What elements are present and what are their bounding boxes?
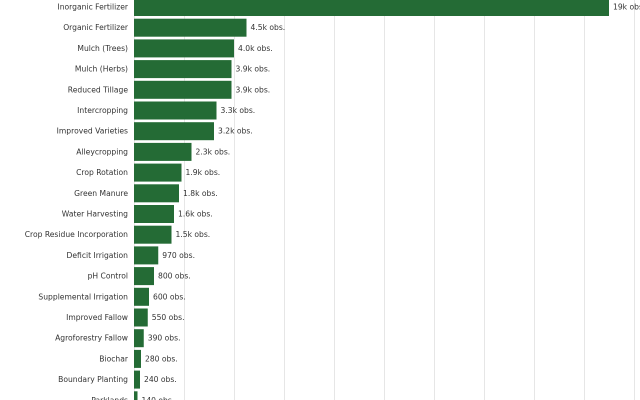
bar [134,225,172,244]
category-label: Inorganic Fertilizer [57,3,128,12]
bar [134,329,144,348]
data-label: 140 obs. [142,396,175,400]
data-label: 1.6k obs. [178,210,213,219]
category-label: Mulch (Trees) [77,44,128,53]
category-label: Supplemental Irrigation [38,292,128,301]
data-label: 280 obs. [145,354,178,363]
data-label: 1.8k obs. [183,189,218,198]
category-label: Organic Fertilizer [63,23,129,32]
bar-layer [134,0,609,400]
bar [134,101,217,120]
bar [134,80,232,99]
bar [134,267,154,286]
data-label: 550 obs. [152,313,185,322]
category-label: Alleycropping [76,147,128,156]
category-label: Intercropping [77,106,128,115]
category-label: Reduced Tillage [68,85,129,94]
bar [134,0,609,16]
category-label: Biochar [99,354,129,363]
bar [134,122,214,141]
bar [134,246,159,265]
data-label: 3.3k obs. [221,106,256,115]
data-label: 3.9k obs. [236,65,271,74]
data-label: 240 obs. [144,375,177,384]
bar [134,142,192,161]
bar [134,349,141,368]
bar [134,163,182,182]
data-label: 4.5k obs. [251,23,286,32]
grid-layer [134,0,635,400]
category-label: Agroforestry Fallow [55,334,128,343]
category-label: Parklands [91,396,128,400]
bar [134,18,247,37]
data-label: 600 obs. [153,292,186,301]
bar [134,184,179,203]
category-label: Deficit Irrigation [67,251,129,260]
data-label: 2.3k obs. [196,147,231,156]
bar [134,370,140,389]
label-layer: Inorganic Fertilizer 19k obs. Organic Fert… [25,3,640,400]
bar [134,39,234,58]
category-label: Improved Fallow [66,313,128,322]
data-label: 1.9k obs. [186,168,221,177]
bar [134,205,174,223]
category-label: Boundary Planting [58,375,128,384]
data-label: 3.9k obs. [236,85,271,94]
bar [134,391,138,400]
data-label: 19k obs. [613,3,640,12]
category-label: Water Harvesting [62,210,128,219]
data-label: 390 obs. [148,334,181,343]
category-label: Improved Varieties [57,127,128,136]
category-label: pH Control [88,272,128,281]
category-label: Mulch (Herbs) [75,65,128,74]
bar [134,60,232,79]
bar [134,287,149,306]
bar [134,308,148,327]
data-label: 4.0k obs. [238,44,273,53]
data-label: 1.5k obs. [176,230,211,239]
data-label: 970 obs. [162,251,195,260]
data-label: 3.2k obs. [218,127,253,136]
category-label: Crop Rotation [76,168,128,177]
category-label: Crop Residue Incorporation [25,230,128,239]
data-label: 800 obs. [158,272,191,281]
category-label: Green Manure [74,189,128,198]
